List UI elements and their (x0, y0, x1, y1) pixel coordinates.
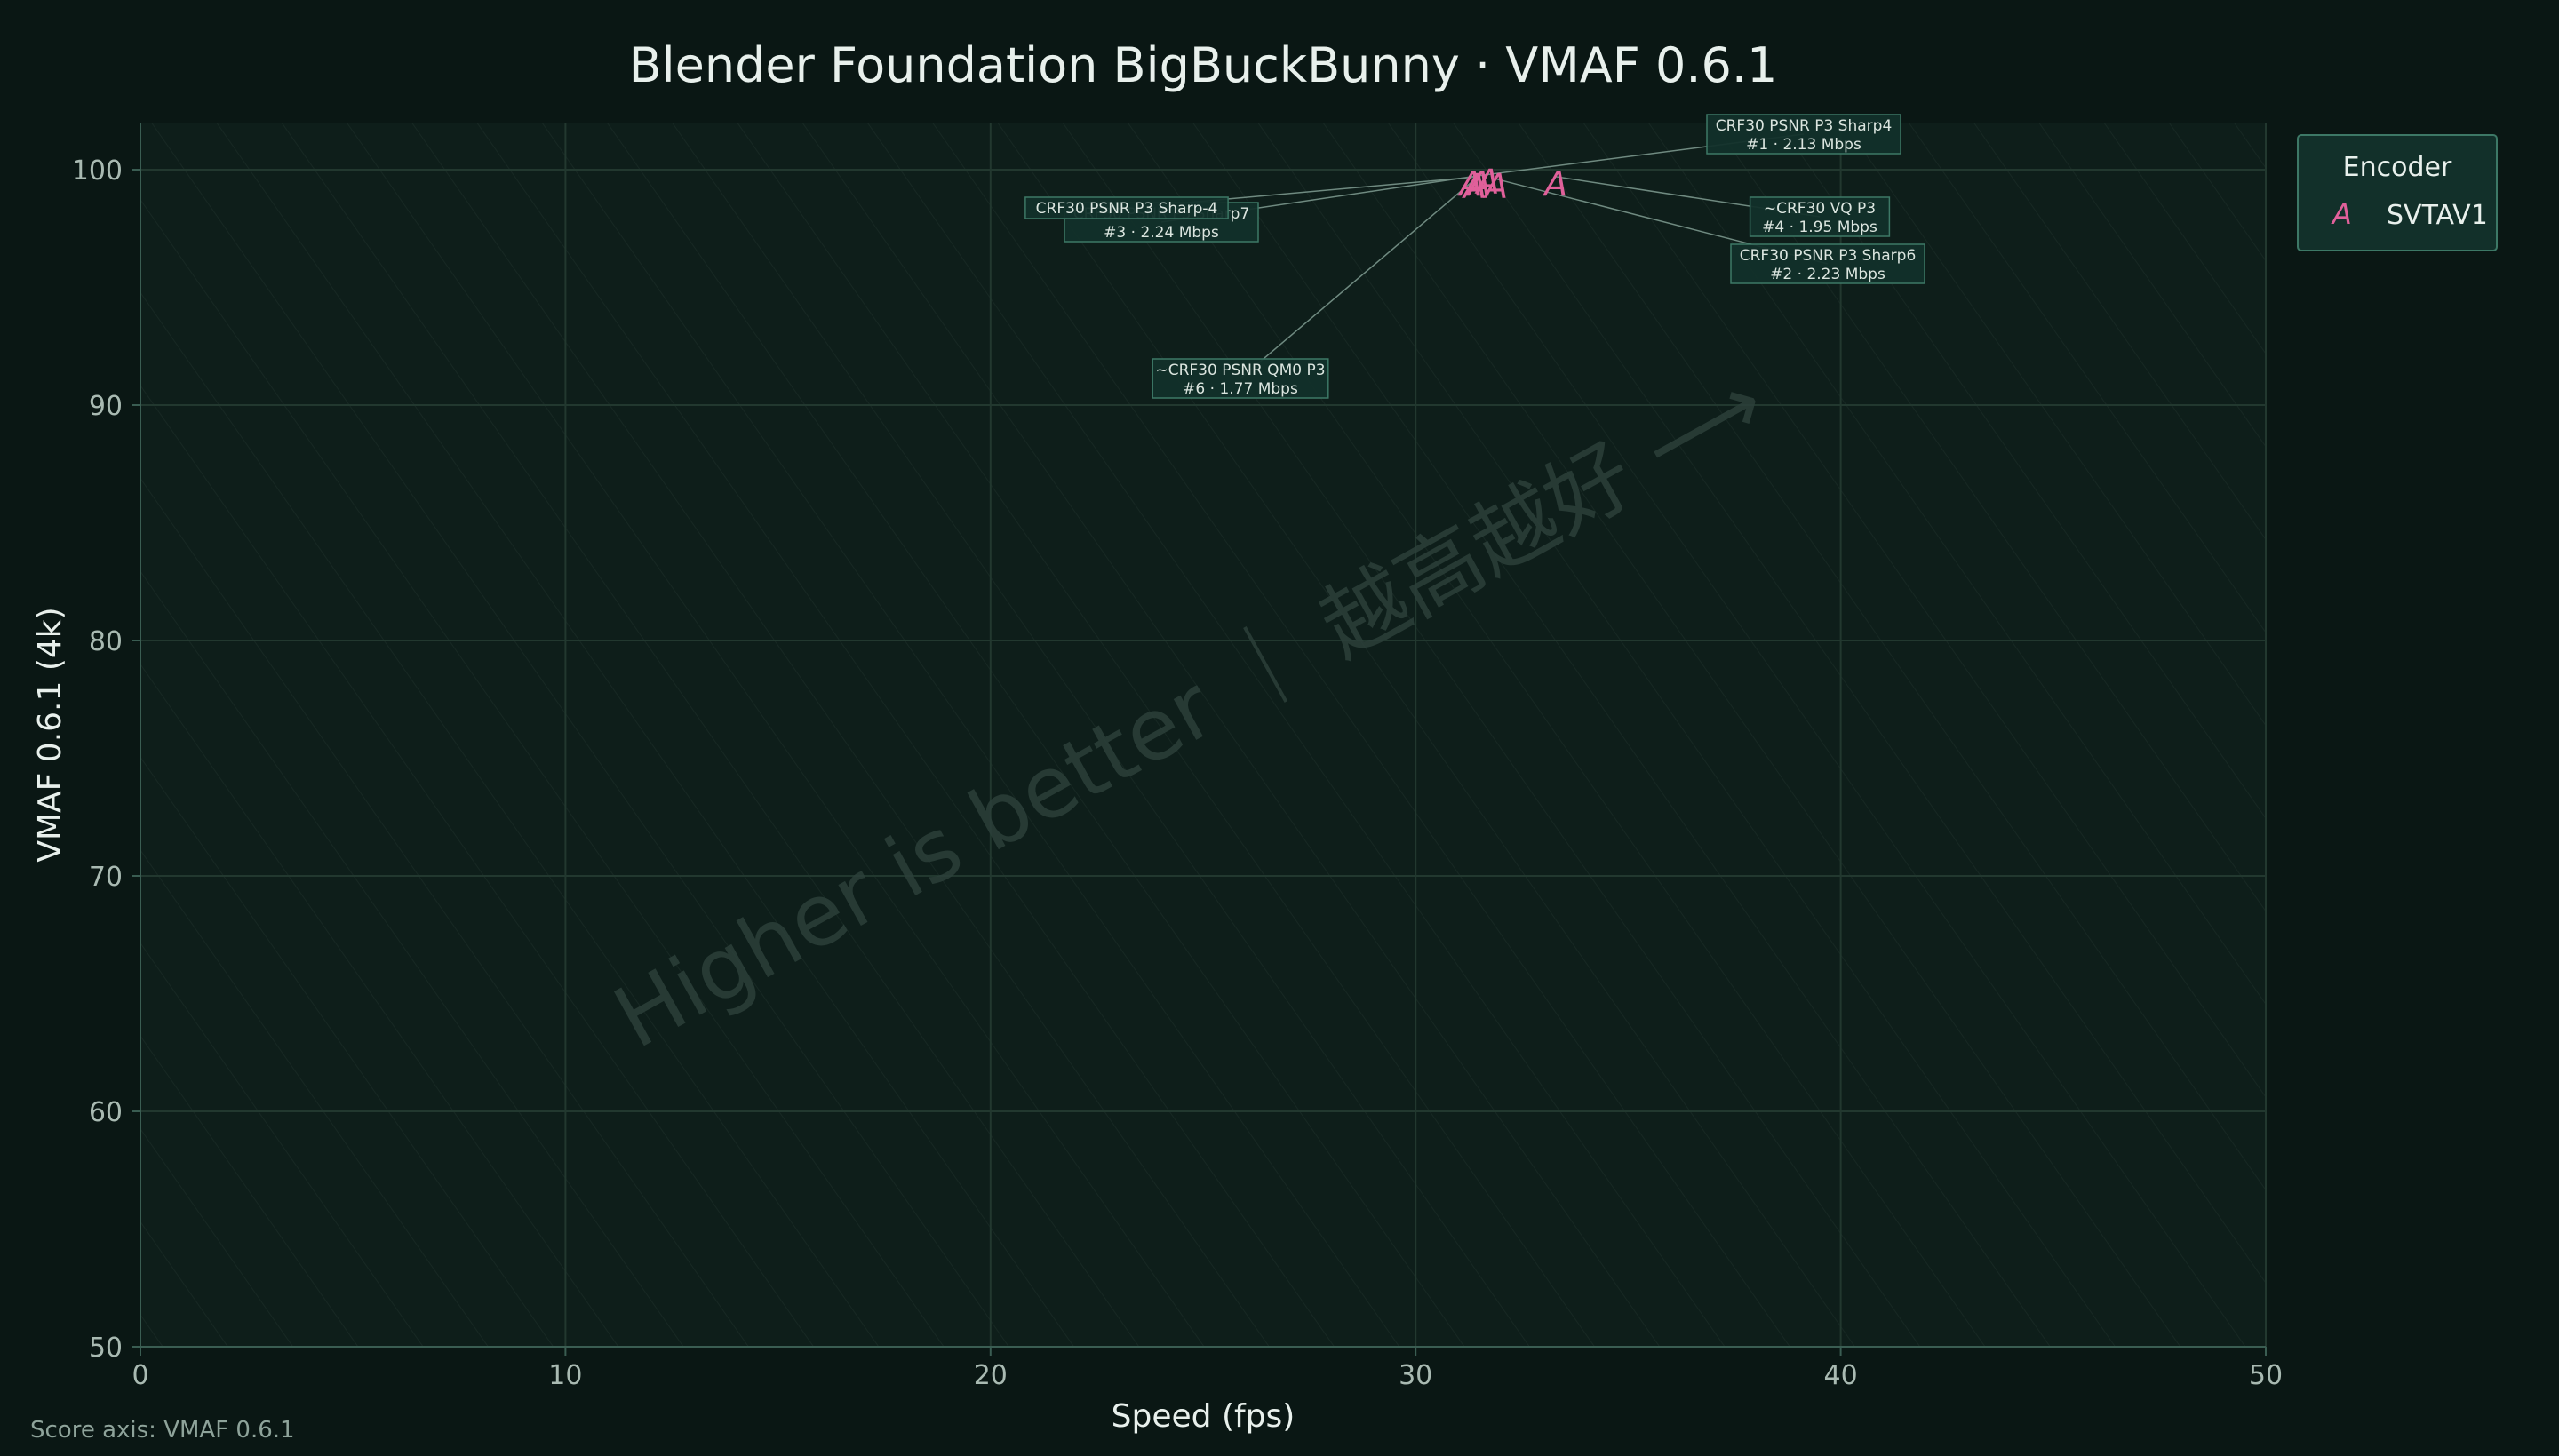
leader-line-6 (1240, 178, 1476, 379)
footnote: Score axis: VMAF 0.6.1 (30, 1417, 295, 1444)
data-point-4: A (1542, 164, 1567, 203)
y-tick-label-3: 80 (89, 626, 123, 657)
legend: Encoder A SVTAV1 (2297, 134, 2498, 251)
x-tick-label-4: 40 (1824, 1360, 1858, 1391)
annotation-subtext-4: #4 · 1.95 Mbps (1762, 219, 1877, 236)
annotation-text-2: CRF30 PSNR P3 Sharp6 (1740, 247, 1917, 265)
y-axis-label: VMAF 0.6.1 (4k) (32, 607, 68, 862)
annotation-box-1 (1706, 114, 1901, 155)
axis-ticks: 0 10 20 30 40 50 50 60 70 80 90 100 (72, 155, 2283, 1391)
x-tick-label-2: 20 (974, 1360, 1008, 1391)
data-point-2: A (1482, 167, 1508, 206)
plot-area (140, 123, 2266, 1347)
legend-entry-svtav1: SVTAV1 (2387, 200, 2488, 231)
annotation-1: CRF30 PSNR P3 Sharp4#1 · 2.13 Mbps (1706, 114, 1901, 155)
x-tick-label-5: 50 (2249, 1360, 2283, 1391)
annotation-2: CRF30 PSNR P3 Sharp6#2 · 2.23 Mbps (1730, 243, 1925, 284)
data-markers: A AA AAA (1456, 162, 1567, 205)
axes (140, 123, 2266, 1348)
annotation-subtext-6: #6 · 1.77 Mbps (1183, 380, 1298, 398)
data-point-1: A (1456, 164, 1482, 203)
y-tick-label-4: 90 (89, 391, 123, 422)
annotation-box-4 (1749, 196, 1891, 237)
annotation-text-6: ~CRF30 PSNR QM0 P3 (1155, 362, 1325, 379)
annotation-box-5 (1024, 196, 1229, 219)
y-tick-label-2: 70 (89, 862, 123, 893)
y-tick-label-1: 60 (89, 1097, 123, 1128)
legend-title: Encoder (2343, 152, 2452, 183)
annotation-4: ~CRF30 VQ P3#4 · 1.95 Mbps (1749, 196, 1891, 237)
annotation-subtext-2: #2 · 2.23 Mbps (1770, 266, 1885, 283)
x-tick-label-1: 10 (548, 1360, 582, 1391)
plot-hatch (140, 123, 2266, 1347)
x-tick-label-3: 30 (1399, 1360, 1432, 1391)
data-point-3: A (1474, 162, 1500, 201)
annotation-text-5: CRF30 PSNR P3 Sharp-4 (1036, 200, 1218, 218)
data-point-5: A (1465, 164, 1491, 203)
annotation-box-6 (1152, 358, 1329, 399)
annotation-subtext-1: #1 · 2.13 Mbps (1746, 136, 1861, 154)
chart-title: Blender Foundation BigBuckBunny · VMAF 0… (629, 37, 1778, 93)
y-tick-label-5: 100 (72, 155, 123, 187)
data-point-6: A (1461, 167, 1487, 206)
annotation-labels: CRF30 PSNR P3 Sharp4#1 · 2.13 MbpsCRF30 … (1024, 114, 1925, 399)
y-tick-label-0: 50 (89, 1333, 123, 1364)
legend-box (2297, 134, 2498, 251)
annotation-text-4: ~CRF30 VQ P3 (1764, 200, 1876, 218)
legend-marker-a: A (2331, 197, 2352, 231)
annotation-6: ~CRF30 PSNR QM0 P3#6 · 1.77 Mbps (1152, 358, 1329, 399)
annotation-subtext-3: #3 · 2.24 Mbps (1104, 224, 1219, 242)
annotation-5: CRF30 PSNR P3 Sharp-4 (1024, 196, 1229, 219)
grid (140, 123, 2267, 1347)
x-tick-label-0: 0 (132, 1360, 148, 1391)
annotation-text-1: CRF30 PSNR P3 Sharp4 (1716, 117, 1893, 135)
annotation-box-2 (1730, 243, 1925, 284)
x-axis-label: Speed (fps) (1112, 1398, 1295, 1435)
